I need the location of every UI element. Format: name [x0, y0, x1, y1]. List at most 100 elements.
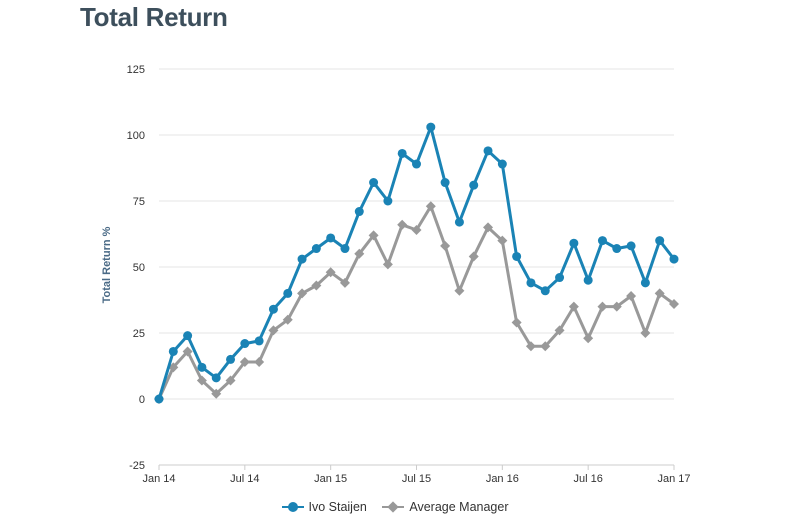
data-point[interactable]	[597, 301, 608, 312]
gridlines	[159, 68, 674, 400]
data-point[interactable]	[497, 159, 507, 169]
diamond-marker-icon	[382, 501, 405, 513]
data-point[interactable]	[569, 238, 579, 248]
data-point[interactable]	[369, 178, 379, 188]
data-point[interactable]	[397, 219, 408, 230]
data-point[interactable]	[254, 357, 265, 368]
data-point[interactable]	[254, 336, 264, 346]
y-tick-label: -25	[129, 460, 145, 472]
series-1	[154, 122, 679, 404]
data-point[interactable]	[168, 346, 178, 356]
data-point[interactable]	[268, 325, 279, 336]
data-point[interactable]	[311, 280, 322, 291]
series-layer	[154, 122, 679, 404]
data-point[interactable]	[411, 225, 422, 236]
data-point[interactable]	[325, 267, 336, 278]
legend-item-series-2[interactable]: Average Manager	[382, 500, 509, 514]
data-point[interactable]	[525, 341, 536, 352]
data-point[interactable]	[340, 244, 350, 254]
data-point[interactable]	[282, 314, 293, 325]
data-point[interactable]	[326, 233, 336, 243]
x-tick-label: Jan 14	[142, 473, 175, 485]
x-tick-label: Jul 14	[230, 473, 259, 485]
data-point[interactable]	[483, 146, 493, 156]
data-point[interactable]	[468, 251, 479, 262]
data-point[interactable]	[511, 317, 522, 328]
data-point[interactable]	[239, 357, 250, 368]
data-point[interactable]	[240, 339, 250, 349]
y-tick-label: 125	[127, 64, 145, 76]
data-point[interactable]	[454, 285, 465, 296]
legend: Ivo Staijen Average Manager	[0, 500, 790, 516]
data-point[interactable]	[297, 288, 308, 299]
data-point[interactable]	[440, 178, 450, 188]
x-tick-label: Jan 15	[314, 473, 347, 485]
data-point[interactable]	[354, 207, 364, 217]
data-point[interactable]	[669, 254, 679, 264]
data-point[interactable]	[626, 241, 636, 251]
y-tick-label: 25	[133, 328, 145, 340]
data-point[interactable]	[640, 278, 650, 288]
data-point[interactable]	[583, 333, 594, 344]
data-point[interactable]	[626, 291, 637, 302]
data-point[interactable]	[497, 235, 508, 246]
x-tick-label: Jul 15	[402, 473, 431, 485]
data-point[interactable]	[154, 394, 164, 404]
data-point[interactable]	[454, 217, 464, 227]
series-line	[157, 204, 675, 400]
data-point[interactable]	[554, 325, 565, 336]
data-point[interactable]	[339, 277, 350, 288]
y-tick-label: 50	[133, 262, 145, 274]
data-point[interactable]	[440, 240, 451, 251]
data-point[interactable]	[182, 346, 193, 357]
data-point[interactable]	[469, 180, 479, 190]
data-point[interactable]	[526, 278, 536, 288]
data-point[interactable]	[640, 328, 651, 338]
data-point[interactable]	[197, 362, 207, 372]
x-tick-label: Jan 16	[486, 473, 519, 485]
data-point[interactable]	[597, 236, 607, 246]
y-tick-label: 75	[133, 196, 145, 208]
y-tick-label: 100	[127, 130, 145, 142]
legend-item-series-1[interactable]: Ivo Staijen	[281, 500, 367, 514]
data-point[interactable]	[555, 273, 565, 283]
data-point[interactable]	[654, 288, 665, 299]
y-tick-label: 0	[139, 394, 145, 406]
data-point[interactable]	[583, 275, 593, 285]
data-point[interactable]	[383, 196, 393, 206]
data-point[interactable]	[297, 254, 307, 264]
x-tick-label: Jan 17	[657, 473, 690, 485]
data-point[interactable]	[612, 244, 622, 254]
data-point[interactable]	[483, 222, 494, 233]
x-tick-label: Jul 16	[573, 473, 602, 485]
series-2	[154, 201, 679, 404]
legend-label: Ivo Staijen	[308, 500, 367, 514]
data-point[interactable]	[283, 288, 293, 298]
circle-marker-icon	[281, 501, 304, 513]
data-point[interactable]	[183, 331, 193, 341]
data-point[interactable]	[425, 201, 436, 212]
data-point[interactable]	[669, 298, 679, 309]
legend-label: Average Manager	[409, 500, 509, 514]
data-point[interactable]	[382, 259, 393, 270]
data-point[interactable]	[268, 304, 278, 314]
data-point[interactable]	[397, 148, 407, 158]
data-point[interactable]	[211, 388, 222, 399]
data-point[interactable]	[611, 301, 622, 312]
data-point[interactable]	[568, 301, 579, 312]
data-point[interactable]	[655, 236, 665, 246]
data-point[interactable]	[412, 159, 421, 169]
data-point[interactable]	[211, 373, 221, 383]
data-point[interactable]	[354, 248, 365, 259]
data-point[interactable]	[196, 375, 207, 386]
data-point[interactable]	[225, 375, 236, 386]
chart-title: Total Return	[80, 2, 228, 32]
data-point[interactable]	[311, 244, 321, 254]
data-point[interactable]	[540, 286, 550, 296]
data-point[interactable]	[368, 230, 379, 241]
axes: -25 0 25 50 75 100 125 Jan 14 Jul 14 Jan 15 Jul 15…	[101, 64, 691, 485]
data-point[interactable]	[540, 341, 551, 352]
data-point[interactable]	[226, 354, 236, 364]
data-point[interactable]	[426, 122, 436, 132]
data-point[interactable]	[512, 251, 522, 261]
